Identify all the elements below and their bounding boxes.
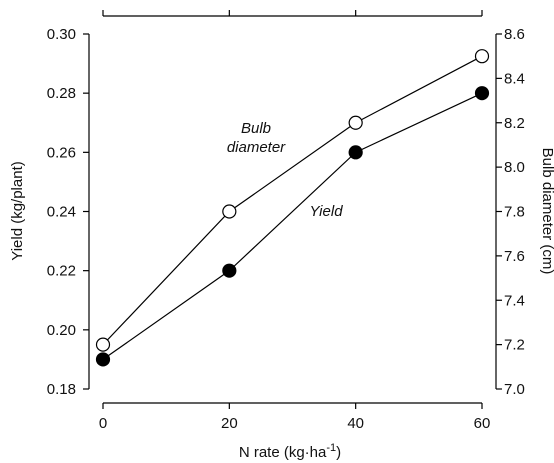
y-left-tick-label: 0.28 bbox=[47, 85, 76, 102]
x-axis-title: N rate (kg·ha-1) bbox=[239, 442, 341, 461]
x-axis-title-main: N rate (kg·ha bbox=[239, 444, 327, 461]
annotation-bulb-diameter-line2: diameter bbox=[227, 139, 286, 156]
y-left-tick-label: 0.24 bbox=[47, 204, 76, 221]
x-axis-ticks: 0 20 40 60 bbox=[99, 10, 491, 432]
yield-line bbox=[102, 92, 483, 360]
bulb-diameter-point bbox=[348, 115, 363, 130]
y-right-tick-label: 8.2 bbox=[504, 115, 525, 132]
yield-point bbox=[95, 352, 111, 367]
x-tick-label: 40 bbox=[347, 415, 364, 432]
yield-point bbox=[348, 145, 363, 160]
x-axis-title-end: ) bbox=[336, 444, 341, 461]
y-right-tick-label: 8.0 bbox=[504, 159, 525, 176]
y-left-tick-label: 0.22 bbox=[47, 263, 76, 280]
x-tick-label: 0 bbox=[99, 415, 107, 432]
y-right-axis-title: Bulb diameter (cm) bbox=[539, 148, 554, 275]
y-left-tick-label: 0.26 bbox=[47, 144, 76, 161]
plot-frame bbox=[88, 15, 497, 404]
y-right-tick-label: 7.8 bbox=[504, 204, 525, 221]
annotation-yield: Yield bbox=[309, 203, 343, 220]
x-tick-label: 20 bbox=[221, 415, 238, 432]
y-right-tick-label: 7.4 bbox=[504, 292, 525, 309]
y-right-tick-label: 8.4 bbox=[504, 70, 525, 87]
y-right-tick-label: 7.0 bbox=[504, 381, 525, 398]
y-left-tick-label: 0.30 bbox=[47, 26, 76, 43]
y-left-tick-label: 0.20 bbox=[47, 322, 76, 339]
bulb-diameter-line bbox=[102, 55, 483, 346]
bulb-diameter-point bbox=[95, 337, 111, 352]
yield-point bbox=[474, 86, 490, 101]
y-right-axis-ticks: 7.0 7.2 7.4 7.6 7.8 8.0 8.2 8.4 8.6 bbox=[496, 26, 525, 398]
y-left-tick-label: 0.18 bbox=[47, 381, 76, 398]
y-right-tick-label: 7.6 bbox=[504, 248, 525, 265]
series-layer bbox=[95, 49, 490, 367]
x-axis-title-superscript: -1 bbox=[326, 442, 336, 454]
y-right-tick-label: 7.2 bbox=[504, 337, 525, 354]
bulb-diameter-point bbox=[222, 204, 237, 219]
annotation-bulb-diameter-line1: Bulb bbox=[241, 120, 271, 137]
bulb-diameter-point bbox=[474, 49, 490, 64]
y-right-tick-label: 8.6 bbox=[504, 26, 525, 43]
y-left-axis-title: Yield (kg/plant) bbox=[9, 161, 26, 261]
y-left-axis-ticks: 0.18 0.20 0.22 0.24 0.26 0.28 0.30 bbox=[47, 26, 89, 398]
yield-point bbox=[222, 263, 237, 278]
x-tick-label: 60 bbox=[474, 415, 491, 432]
